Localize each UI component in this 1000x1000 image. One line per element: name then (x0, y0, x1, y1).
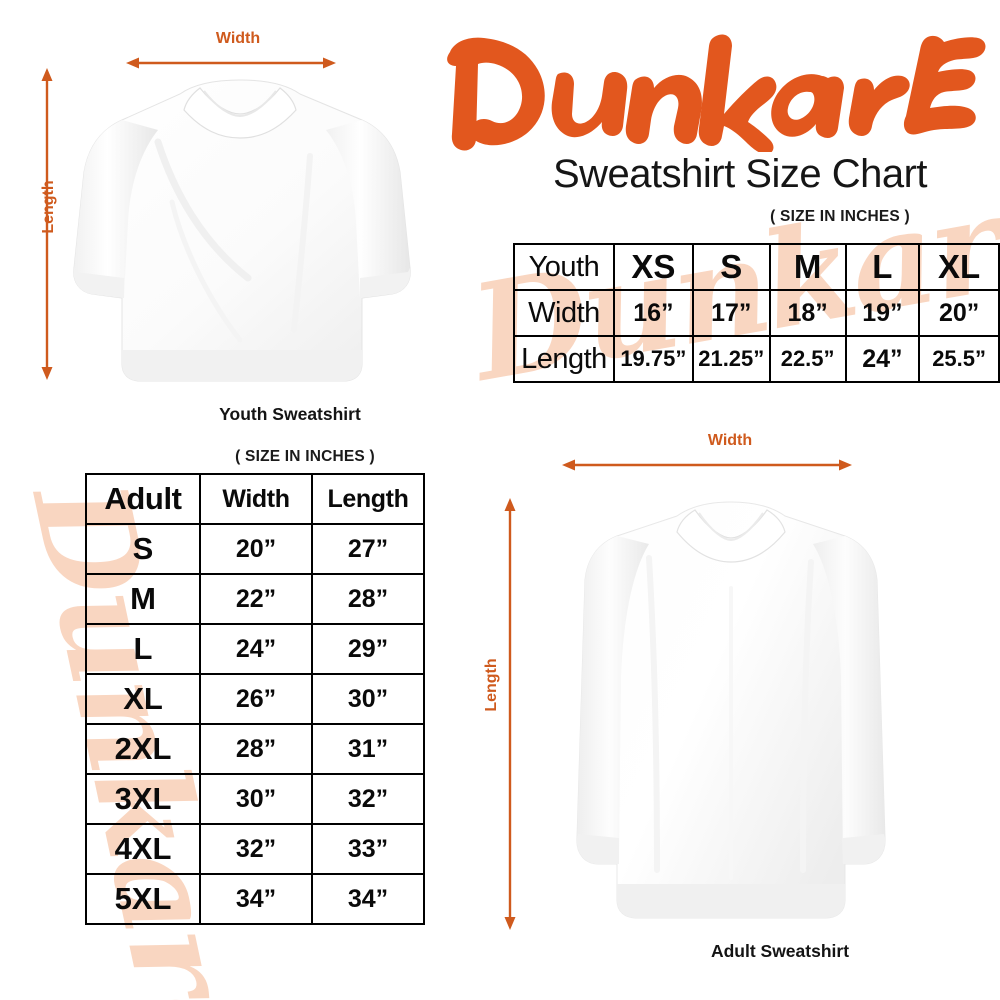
adult-length-l: 29” (311, 623, 425, 675)
youth-size-xs: XS (612, 243, 694, 291)
adult-size-4xl: 4XL (85, 823, 201, 875)
adult-size-5xl: 5XL (85, 873, 201, 925)
youth-width-xl: 20” (918, 289, 1000, 337)
youth-width-l: 19” (844, 289, 921, 337)
youth-width-s: 17” (691, 289, 771, 337)
adult-header-width: Width (199, 473, 313, 525)
adult-units-note: ( SIZE IN INCHES ) (235, 448, 375, 465)
youth-length-label: Length (40, 180, 57, 234)
table-row: 2XL 28” 31” (85, 723, 425, 775)
adult-length-arrow-icon (503, 498, 517, 930)
adult-size-s: S (85, 523, 201, 575)
youth-row-header: Youth (513, 243, 615, 291)
adult-width-5xl: 34” (199, 873, 313, 925)
youth-sweatshirt-image (62, 72, 418, 398)
youth-length-header: Length (513, 335, 615, 383)
adult-size-2xl: 2XL (85, 723, 201, 775)
adult-width-s: 20” (199, 523, 313, 575)
youth-size-xl: XL (918, 243, 1000, 291)
adult-size-3xl: 3XL (85, 773, 201, 825)
youth-width-header: Width (513, 289, 615, 337)
table-row: 3XL 30” 32” (85, 773, 425, 825)
youth-length-xl: 25.5” (918, 335, 1000, 383)
adult-width-xl: 26” (199, 673, 313, 725)
youth-size-table: Youth XS S M L XL Width 16” 17” 18” 19” … (513, 243, 1000, 383)
youth-width-m: 18” (768, 289, 847, 337)
table-row: L 24” 29” (85, 623, 425, 675)
youth-sweatshirt-caption: Youth Sweatshirt (219, 404, 361, 424)
adult-size-xl: XL (85, 673, 201, 725)
page-title: Sweatshirt Size Chart (552, 152, 928, 196)
youth-width-arrow-icon (126, 56, 336, 70)
adult-length-s: 27” (311, 523, 425, 575)
table-row: Width 16” 17” 18” 19” 20” (513, 289, 1000, 337)
adult-width-3xl: 30” (199, 773, 313, 825)
youth-width-xs: 16” (612, 289, 694, 337)
youth-size-s: S (691, 243, 771, 291)
adult-width-m: 22” (199, 573, 313, 625)
adult-length-5xl: 34” (311, 873, 425, 925)
adult-sweatshirt-image (545, 498, 917, 930)
adult-width-l: 24” (199, 623, 313, 675)
adult-length-m: 28” (311, 573, 425, 625)
youth-length-m: 22.5” (768, 335, 847, 383)
youth-units-note: ( SIZE IN INCHES ) (770, 208, 910, 225)
youth-width-label: Width (215, 30, 261, 47)
adult-size-m: M (85, 573, 201, 625)
youth-length-s: 21.25” (691, 335, 771, 383)
adult-header-size: Adult (85, 473, 201, 525)
adult-width-arrow-icon (562, 458, 852, 472)
table-row: M 22” 28” (85, 573, 425, 625)
table-row: S 20” 27” (85, 523, 425, 575)
youth-length-arrow-icon (40, 68, 54, 380)
adult-width-4xl: 32” (199, 823, 313, 875)
adult-sweatshirt-caption: Adult Sweatshirt (710, 941, 850, 961)
youth-size-m: M (768, 243, 847, 291)
adult-length-3xl: 32” (311, 773, 425, 825)
table-row: XL 26” 30” (85, 673, 425, 725)
table-row: Youth XS S M L XL (513, 243, 1000, 291)
adult-size-l: L (85, 623, 201, 675)
youth-length-xs: 19.75” (612, 335, 694, 383)
youth-size-l: L (844, 243, 921, 291)
table-row: Length 19.75” 21.25” 22.5” 24” 25.5” (513, 335, 1000, 383)
adult-length-label: Length (483, 658, 500, 712)
dunkare-logo (440, 22, 988, 152)
table-row: 4XL 32” 33” (85, 823, 425, 875)
table-row: Adult Width Length (85, 473, 425, 525)
adult-size-table: Adult Width Length S 20” 27” M 22” 28” L… (85, 473, 425, 925)
adult-width-label: Width (707, 432, 753, 449)
youth-length-l: 24” (844, 335, 921, 383)
adult-length-2xl: 31” (311, 723, 425, 775)
adult-length-4xl: 33” (311, 823, 425, 875)
adult-width-2xl: 28” (199, 723, 313, 775)
table-row: 5XL 34” 34” (85, 873, 425, 925)
adult-length-xl: 30” (311, 673, 425, 725)
adult-header-length: Length (311, 473, 425, 525)
